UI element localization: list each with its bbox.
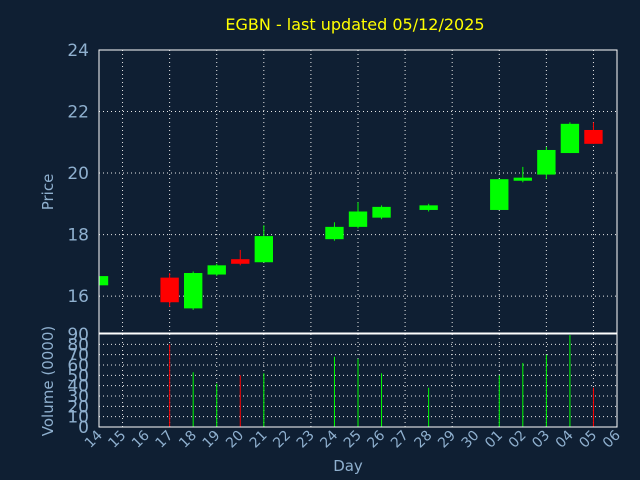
candle-body xyxy=(348,211,368,227)
volume-tick-label: 20 xyxy=(67,397,89,417)
candle-body xyxy=(254,236,274,263)
candle-body xyxy=(183,273,203,309)
candle-body xyxy=(560,123,580,154)
price-axis-ticks: 16 18 20 22 24 xyxy=(67,41,89,307)
volume-axis-label: Volume (0000) xyxy=(39,326,57,436)
price-tick-label: 16 xyxy=(67,287,89,307)
volume-tick-label: 90 xyxy=(67,325,89,345)
candles-group xyxy=(98,122,603,310)
x-axis-ticks: 14 15 16 17 18 19 20 21 22 23 24 25 26 27 28 29 30 01 02 03… xyxy=(82,427,624,451)
volume-tick-label: 60 xyxy=(67,356,89,376)
price-axis-label: Price xyxy=(39,174,57,211)
volume-tick-label: 10 xyxy=(67,408,89,428)
candle-body xyxy=(419,205,438,210)
volume-tick-label: 70 xyxy=(67,346,89,366)
candle-body xyxy=(207,265,226,275)
candle-body xyxy=(99,276,109,286)
price-tick-label: 24 xyxy=(67,41,89,61)
candle-body xyxy=(160,277,179,303)
price-tick-label: 22 xyxy=(67,103,89,123)
price-tick-label: 18 xyxy=(67,226,89,246)
price-tick-label: 20 xyxy=(67,164,89,184)
candle-body xyxy=(325,226,344,240)
price-plot-frame xyxy=(98,49,618,334)
candle-body xyxy=(231,259,250,264)
volume-tick-label: 0 xyxy=(78,418,89,438)
volume-tick-label: 50 xyxy=(67,366,89,386)
candle-body xyxy=(537,149,556,175)
volume-bars-group xyxy=(169,335,594,427)
candle-body xyxy=(372,206,391,218)
volume-tick-label: 30 xyxy=(67,387,89,407)
volume-tick-label: 40 xyxy=(67,377,89,397)
candle-body xyxy=(584,129,603,144)
candle-body xyxy=(490,179,509,210)
chart-title: EGBN - last updated 05/12/2025 xyxy=(225,15,484,34)
x-axis-label: Day xyxy=(333,457,363,475)
volume-plot-frame xyxy=(98,333,618,428)
volume-tick-label: 80 xyxy=(67,335,89,355)
candle-body xyxy=(513,177,533,181)
